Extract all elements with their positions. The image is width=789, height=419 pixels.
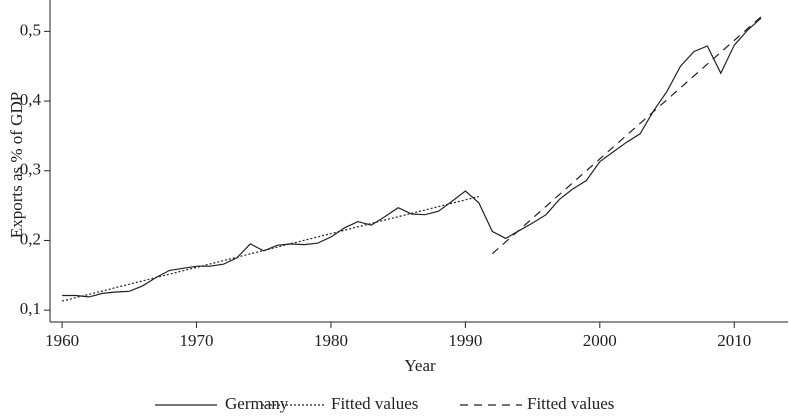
- line-series: [491, 16, 762, 255]
- x-tick-label: 2010: [717, 331, 751, 350]
- x-axis-label: Year: [404, 356, 436, 375]
- legend-label: Germany: [225, 394, 289, 413]
- x-tick-label: 1970: [180, 331, 214, 350]
- line-series: [61, 195, 479, 302]
- y-tick-label: 0,1: [20, 299, 41, 318]
- y-tick-label: 0,5: [20, 20, 41, 39]
- legend-label: Fitted values: [331, 394, 418, 413]
- x-tick-label: 1960: [45, 331, 79, 350]
- legend-label: Fitted values: [527, 394, 614, 413]
- y-tick-label: 0,3: [20, 160, 41, 179]
- y-tick-label: 0,2: [20, 229, 41, 248]
- x-tick-label: 1980: [314, 331, 348, 350]
- x-tick-label: 2000: [583, 331, 617, 350]
- y-axis-label: Exports as % of GDP: [7, 92, 26, 238]
- x-tick-label: 1990: [448, 331, 482, 350]
- line-series: [62, 17, 762, 298]
- y-tick-label: 0,4: [20, 90, 42, 109]
